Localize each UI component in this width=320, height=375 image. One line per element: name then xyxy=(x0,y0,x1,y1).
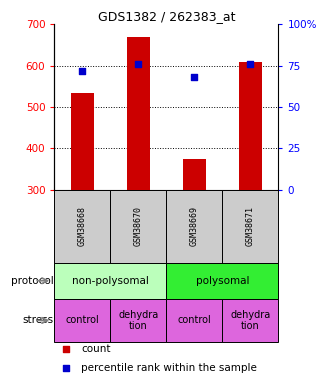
FancyBboxPatch shape xyxy=(222,190,278,262)
Text: dehydra
tion: dehydra tion xyxy=(118,310,158,331)
Text: count: count xyxy=(81,344,111,354)
FancyBboxPatch shape xyxy=(54,299,110,342)
Point xyxy=(248,61,253,67)
Text: non-polysomal: non-polysomal xyxy=(72,276,149,286)
Bar xyxy=(127,37,150,190)
Title: GDS1382 / 262383_at: GDS1382 / 262383_at xyxy=(98,10,235,23)
Point xyxy=(63,346,68,352)
FancyBboxPatch shape xyxy=(54,190,110,262)
FancyBboxPatch shape xyxy=(110,190,166,262)
Bar xyxy=(239,62,261,190)
Text: dehydra
tion: dehydra tion xyxy=(230,310,270,331)
Text: protocol: protocol xyxy=(11,276,53,286)
Point xyxy=(192,74,197,80)
FancyBboxPatch shape xyxy=(166,190,222,262)
Text: GSM38669: GSM38669 xyxy=(190,206,199,246)
Text: percentile rank within the sample: percentile rank within the sample xyxy=(81,363,257,373)
Text: stress: stress xyxy=(22,315,53,326)
Point xyxy=(80,68,85,74)
FancyBboxPatch shape xyxy=(166,299,222,342)
Text: GSM38670: GSM38670 xyxy=(134,206,143,246)
Bar xyxy=(71,93,93,190)
FancyBboxPatch shape xyxy=(222,299,278,342)
Text: control: control xyxy=(66,315,99,326)
FancyBboxPatch shape xyxy=(54,262,166,299)
Bar xyxy=(183,159,205,190)
Text: polysomal: polysomal xyxy=(196,276,249,286)
FancyBboxPatch shape xyxy=(110,299,166,342)
FancyBboxPatch shape xyxy=(166,262,278,299)
Text: control: control xyxy=(178,315,211,326)
Point xyxy=(63,365,68,371)
Point xyxy=(136,61,141,67)
Text: GSM38668: GSM38668 xyxy=(78,206,87,246)
Text: GSM38671: GSM38671 xyxy=(246,206,255,246)
